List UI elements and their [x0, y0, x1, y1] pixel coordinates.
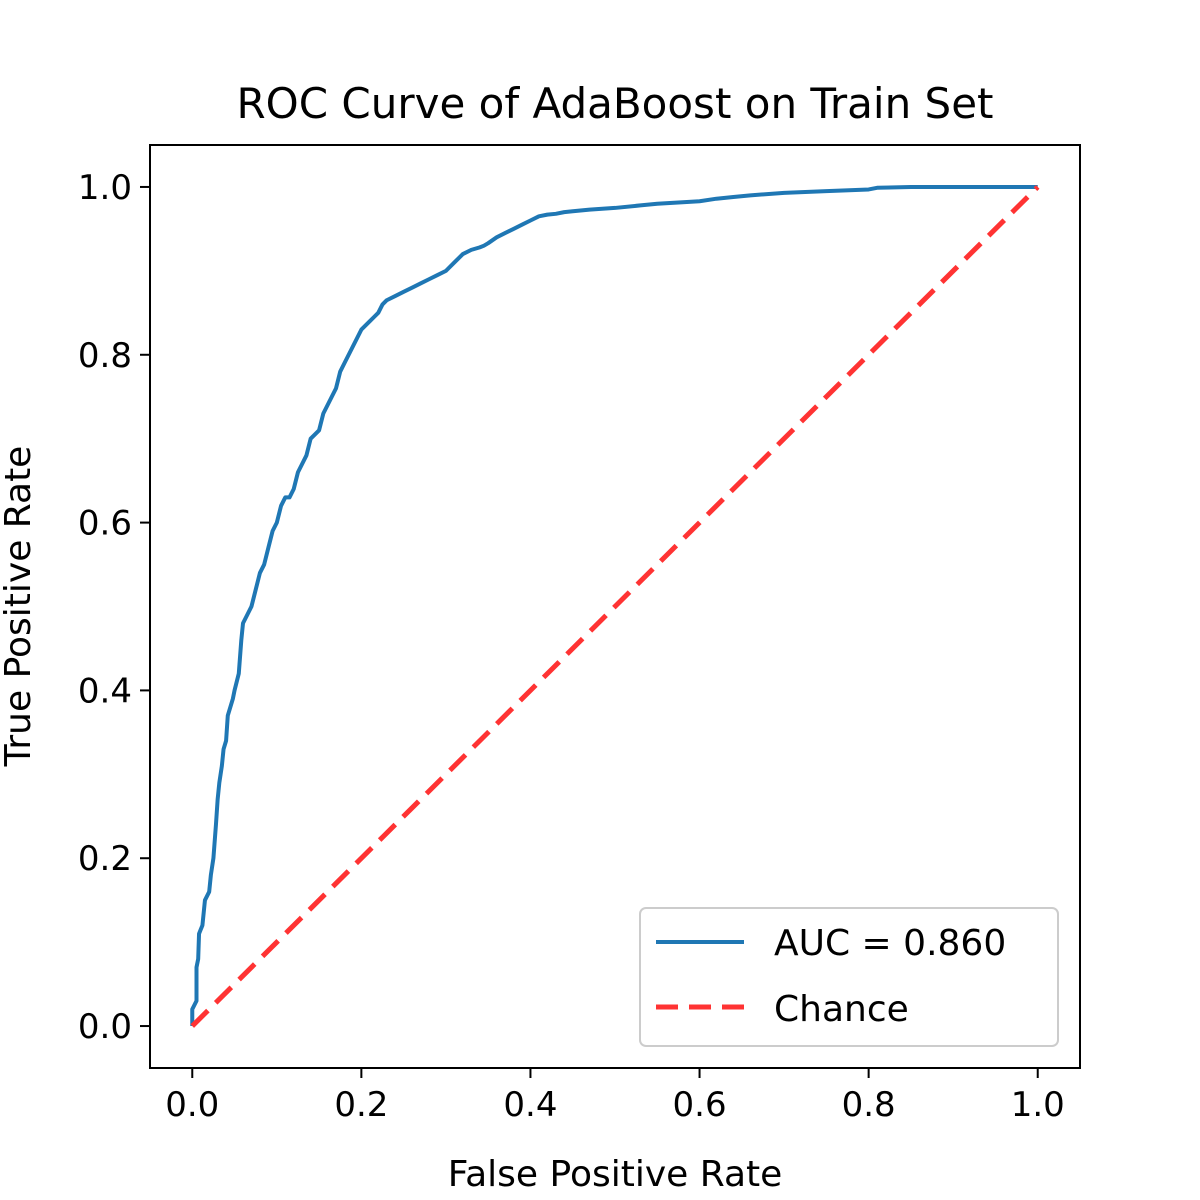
y-tick-label: 0.2: [78, 839, 132, 879]
y-tick-label: 0.4: [78, 671, 132, 711]
y-tick-label: 1.0: [78, 168, 132, 208]
x-tick-label: 0.0: [165, 1085, 219, 1125]
x-tick-label: 1.0: [1011, 1085, 1065, 1125]
x-axis: 0.0 0.2 0.4 0.6 0.8 1.0: [165, 1068, 1065, 1125]
y-tick-label: 0.8: [78, 336, 132, 376]
plot-frame: [149, 144, 1081, 1069]
x-tick-label: 0.6: [673, 1085, 727, 1125]
y-tick-label: 0.6: [78, 504, 132, 544]
x-tick-label: 0.4: [503, 1085, 557, 1125]
legend-label-auc: AUC = 0.860: [774, 923, 1006, 964]
x-tick-label: 0.2: [334, 1085, 388, 1125]
legend-label-chance: Chance: [774, 989, 909, 1030]
legend-box: [639, 907, 1059, 1047]
legend: AUC = 0.860 Chance: [639, 907, 1059, 1047]
x-axis-title: False Positive Rate: [448, 1154, 783, 1195]
y-axis-title: True Positive Rate: [0, 446, 39, 768]
series-line-chance: [190, 185, 1040, 1028]
series-line-roc: [190, 184, 1038, 1027]
series-layer: [190, 184, 1040, 1028]
y-axis: 0.0 0.2 0.4 0.6 0.8 1.0: [78, 168, 150, 1047]
y-tick-label: 0.0: [78, 1007, 132, 1047]
x-tick-label: 0.8: [842, 1085, 896, 1125]
chart-title: ROC Curve of AdaBoost on Train Set: [236, 79, 993, 128]
